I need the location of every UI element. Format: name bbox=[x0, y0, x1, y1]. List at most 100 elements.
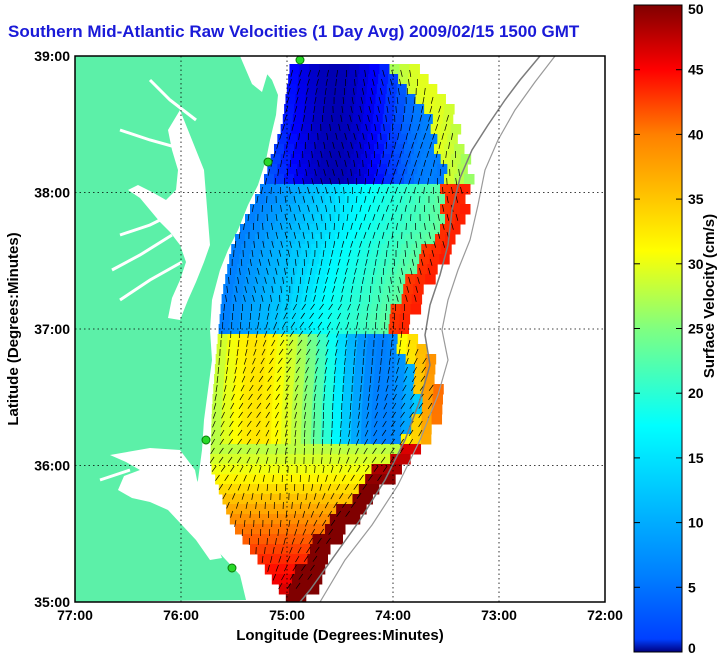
velocity-vector bbox=[330, 465, 334, 473]
velocity-cell bbox=[398, 74, 409, 85]
velocity-cell bbox=[411, 414, 423, 425]
velocity-cell bbox=[345, 214, 356, 225]
velocity-cell bbox=[404, 174, 415, 185]
velocity-vector bbox=[230, 402, 235, 410]
velocity-vector bbox=[396, 159, 400, 167]
velocity-cell bbox=[261, 404, 273, 415]
velocity-cell bbox=[258, 484, 270, 495]
velocity-cell bbox=[353, 284, 364, 295]
velocity-vector bbox=[282, 276, 284, 284]
velocity-vector bbox=[274, 312, 279, 320]
velocity-vector bbox=[234, 366, 237, 374]
velocity-cell bbox=[341, 244, 352, 255]
y-axis-label: Latitude (Degrees:Minutes) bbox=[5, 232, 22, 425]
velocity-vector bbox=[372, 213, 376, 221]
velocity-cell bbox=[385, 94, 396, 105]
velocity-cell bbox=[278, 324, 290, 335]
velocity-vector bbox=[323, 96, 326, 104]
velocity-vector bbox=[420, 141, 423, 149]
velocity-vector bbox=[379, 285, 381, 294]
velocity-cell bbox=[340, 444, 352, 455]
velocity-cell bbox=[289, 254, 300, 265]
velocity-cell bbox=[267, 334, 279, 345]
velocity-cell bbox=[221, 414, 233, 425]
velocity-cell bbox=[224, 364, 236, 375]
velocity-vector bbox=[423, 159, 427, 167]
velocity-vector bbox=[305, 492, 308, 500]
velocity-vector bbox=[308, 537, 313, 545]
velocity-vector bbox=[363, 78, 366, 86]
velocity-cell bbox=[450, 154, 462, 165]
velocity-vector bbox=[358, 402, 361, 410]
velocity-vector bbox=[382, 150, 385, 158]
velocity-cell bbox=[295, 354, 307, 365]
velocity-vector bbox=[321, 294, 325, 302]
velocity-vector bbox=[247, 213, 250, 221]
velocity-vector bbox=[277, 528, 280, 536]
velocity-cell bbox=[387, 334, 399, 345]
velocity-vector bbox=[303, 105, 307, 113]
velocity-vector bbox=[332, 285, 336, 293]
velocity-cell bbox=[360, 434, 372, 445]
velocity-vector bbox=[354, 348, 356, 357]
velocity-cell bbox=[403, 284, 414, 295]
velocity-vector bbox=[427, 402, 433, 410]
velocity-vector bbox=[410, 393, 415, 400]
velocity-cell bbox=[275, 524, 286, 535]
velocity-vector bbox=[376, 249, 379, 257]
velocity-cell bbox=[415, 354, 427, 365]
velocity-vector bbox=[429, 141, 433, 149]
velocity-vector bbox=[243, 294, 246, 302]
velocity-vector bbox=[426, 123, 429, 131]
velocity-cell bbox=[246, 504, 257, 515]
velocity-cell bbox=[345, 354, 357, 365]
velocity-cell bbox=[310, 224, 321, 235]
velocity-cell bbox=[444, 144, 455, 155]
velocity-vector bbox=[243, 222, 245, 230]
velocity-cell bbox=[358, 484, 370, 495]
velocity-cell bbox=[254, 374, 265, 385]
velocity-cell bbox=[385, 234, 396, 245]
velocity-cell bbox=[267, 264, 278, 275]
velocity-cell bbox=[380, 184, 391, 195]
velocity-cell bbox=[285, 94, 296, 105]
velocity-vector bbox=[329, 177, 332, 185]
velocity-cell bbox=[249, 514, 261, 525]
velocity-vector bbox=[305, 249, 307, 258]
velocity-cell bbox=[245, 474, 256, 485]
velocity-vector bbox=[373, 420, 378, 428]
velocity-vector bbox=[258, 312, 261, 320]
velocity-cell bbox=[317, 554, 328, 565]
velocity-vector bbox=[316, 276, 319, 284]
velocity-vector bbox=[432, 132, 435, 140]
velocity-vector bbox=[234, 519, 237, 527]
velocity-vector bbox=[302, 510, 306, 518]
velocity-cell bbox=[213, 384, 224, 395]
velocity-cell bbox=[345, 474, 356, 485]
velocity-cell bbox=[290, 124, 302, 135]
velocity-cell bbox=[269, 254, 280, 265]
velocity-vector bbox=[327, 510, 332, 518]
velocity-cell bbox=[412, 114, 424, 125]
velocity-vector bbox=[300, 312, 305, 319]
colorbar-tick-label: 30 bbox=[688, 256, 704, 272]
velocity-cell bbox=[278, 584, 290, 595]
velocity-cell bbox=[314, 144, 325, 155]
velocity-cell bbox=[370, 434, 382, 445]
velocity-vector bbox=[244, 285, 247, 293]
velocity-vector bbox=[324, 87, 327, 95]
velocity-vector bbox=[302, 114, 306, 122]
velocity-vector bbox=[327, 483, 332, 491]
velocity-vector bbox=[306, 78, 310, 86]
velocity-cell bbox=[395, 274, 406, 285]
velocity-vector bbox=[298, 222, 301, 230]
velocity-vector bbox=[317, 159, 320, 167]
velocity-cell bbox=[230, 444, 242, 455]
velocity-cell bbox=[251, 424, 262, 435]
velocity-vector bbox=[296, 357, 301, 365]
velocity-vector bbox=[284, 114, 287, 122]
velocity-cell bbox=[305, 274, 316, 285]
velocity-vector bbox=[233, 474, 238, 482]
velocity-vector bbox=[320, 177, 323, 185]
